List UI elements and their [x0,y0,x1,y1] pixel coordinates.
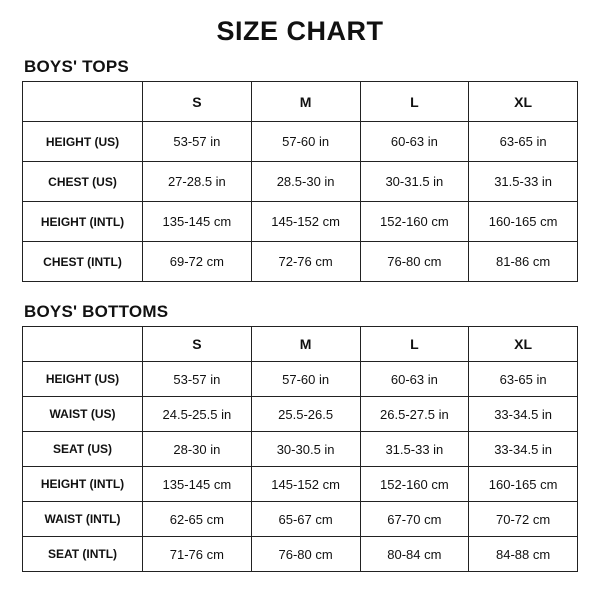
tops-r3c0: 69-72 cm [143,242,252,282]
bottoms-r5c0: 71-76 cm [143,537,252,572]
tops-row0-label: HEIGHT (US) [23,122,143,162]
bottoms-r1c0: 24.5-25.5 in [143,397,252,432]
bottoms-r4c0: 62-65 cm [143,502,252,537]
bottoms-row0-label: HEIGHT (US) [23,362,143,397]
tops-r2c0: 135-145 cm [143,202,252,242]
tops-r0c0: 53-57 in [143,122,252,162]
tops-col-l: L [360,82,469,122]
tops-r2c1: 145-152 cm [251,202,360,242]
tops-r0c3: 63-65 in [469,122,578,162]
tops-r1c3: 31.5-33 in [469,162,578,202]
bottoms-section-title: BOYS' BOTTOMS [24,302,578,322]
bottoms-r4c3: 70-72 cm [469,502,578,537]
bottoms-r3c3: 160-165 cm [469,467,578,502]
bottoms-col-l: L [360,327,469,362]
bottoms-r0c3: 63-65 in [469,362,578,397]
tops-corner-cell [23,82,143,122]
tops-row1-label: CHEST (US) [23,162,143,202]
tops-section-title: BOYS' TOPS [24,57,578,77]
bottoms-r4c2: 67-70 cm [360,502,469,537]
bottoms-row1-label: WAIST (US) [23,397,143,432]
table-row: WAIST (US) 24.5-25.5 in 25.5-26.5 26.5-2… [23,397,578,432]
bottoms-r3c1: 145-152 cm [251,467,360,502]
bottoms-r1c1: 25.5-26.5 [251,397,360,432]
bottoms-row3-label: HEIGHT (INTL) [23,467,143,502]
bottoms-r0c1: 57-60 in [251,362,360,397]
bottoms-r0c0: 53-57 in [143,362,252,397]
tops-col-xl: XL [469,82,578,122]
bottoms-row2-label: SEAT (US) [23,432,143,467]
table-row: CHEST (US) 27-28.5 in 28.5-30 in 30-31.5… [23,162,578,202]
bottoms-col-s: S [143,327,252,362]
table-row: HEIGHT (US) 53-57 in 57-60 in 60-63 in 6… [23,362,578,397]
tops-r1c2: 30-31.5 in [360,162,469,202]
tops-col-s: S [143,82,252,122]
bottoms-row5-label: SEAT (INTL) [23,537,143,572]
bottoms-row4-label: WAIST (INTL) [23,502,143,537]
tops-r0c1: 57-60 in [251,122,360,162]
tops-r2c2: 152-160 cm [360,202,469,242]
bottoms-r2c3: 33-34.5 in [469,432,578,467]
bottoms-table: S M L XL HEIGHT (US) 53-57 in 57-60 in 6… [22,326,578,572]
table-row: CHEST (INTL) 69-72 cm 72-76 cm 76-80 cm … [23,242,578,282]
table-row: HEIGHT (US) 53-57 in 57-60 in 60-63 in 6… [23,122,578,162]
tops-r3c2: 76-80 cm [360,242,469,282]
table-row: HEIGHT (INTL) 135-145 cm 145-152 cm 152-… [23,467,578,502]
bottoms-r0c2: 60-63 in [360,362,469,397]
bottoms-col-xl: XL [469,327,578,362]
bottoms-r1c3: 33-34.5 in [469,397,578,432]
bottoms-r3c0: 135-145 cm [143,467,252,502]
tops-r2c3: 160-165 cm [469,202,578,242]
tops-row2-label: HEIGHT (INTL) [23,202,143,242]
tops-r1c1: 28.5-30 in [251,162,360,202]
bottoms-r3c2: 152-160 cm [360,467,469,502]
bottoms-col-m: M [251,327,360,362]
bottoms-r2c2: 31.5-33 in [360,432,469,467]
table-row: WAIST (INTL) 62-65 cm 65-67 cm 67-70 cm … [23,502,578,537]
table-row: SEAT (INTL) 71-76 cm 76-80 cm 80-84 cm 8… [23,537,578,572]
bottoms-r1c2: 26.5-27.5 in [360,397,469,432]
tops-r3c3: 81-86 cm [469,242,578,282]
tops-col-m: M [251,82,360,122]
bottoms-r5c3: 84-88 cm [469,537,578,572]
bottoms-r2c1: 30-30.5 in [251,432,360,467]
tops-row3-label: CHEST (INTL) [23,242,143,282]
bottoms-r5c1: 76-80 cm [251,537,360,572]
bottoms-corner-cell [23,327,143,362]
tops-table: S M L XL HEIGHT (US) 53-57 in 57-60 in 6… [22,81,578,282]
bottoms-r4c1: 65-67 cm [251,502,360,537]
page-title: SIZE CHART [22,16,578,47]
tops-r0c2: 60-63 in [360,122,469,162]
bottoms-r5c2: 80-84 cm [360,537,469,572]
table-row: HEIGHT (INTL) 135-145 cm 145-152 cm 152-… [23,202,578,242]
bottoms-r2c0: 28-30 in [143,432,252,467]
tops-r3c1: 72-76 cm [251,242,360,282]
tops-r1c0: 27-28.5 in [143,162,252,202]
table-row: SEAT (US) 28-30 in 30-30.5 in 31.5-33 in… [23,432,578,467]
